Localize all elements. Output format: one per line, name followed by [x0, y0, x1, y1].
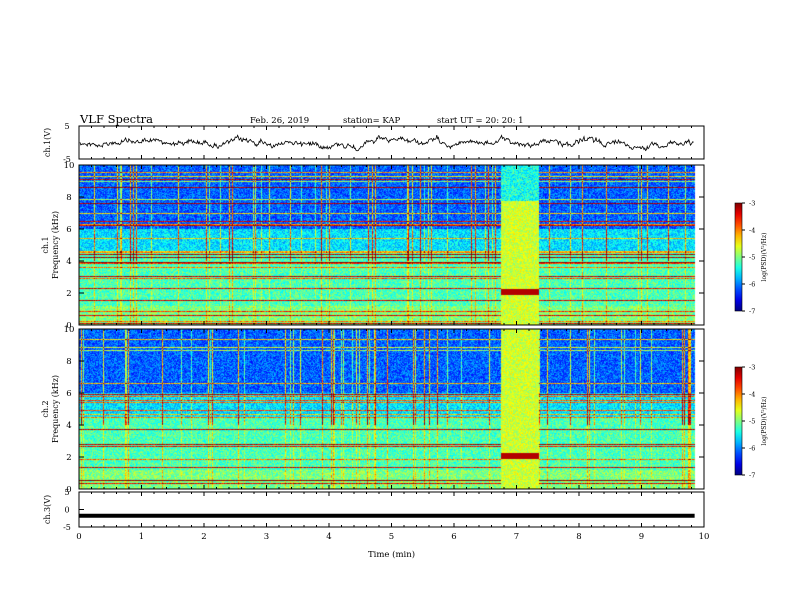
colorbar-tick-label: -3: [749, 200, 755, 208]
x-tick-label: 10: [699, 532, 710, 542]
y-tick-label: 8: [66, 357, 71, 367]
y-tick-label: 6: [66, 389, 71, 399]
colorbar-tick-label: -7: [749, 472, 755, 480]
spectrogram-image: [79, 329, 704, 489]
y-tick-label: 6: [66, 225, 71, 235]
spectrogram-canvas: [79, 165, 704, 325]
ch1-waveform-panel: 5 -5 ch.1(V): [43, 122, 705, 164]
plot-frame: [78, 125, 705, 160]
colorbar-tick-label: -4: [749, 391, 755, 399]
plot-frame: [78, 491, 705, 528]
header: VLF Spectra Feb. 26, 2019 station= KAP s…: [79, 112, 524, 126]
station-label: station= KAP: [343, 116, 401, 126]
y-tick-label: -5: [63, 523, 71, 532]
y-tick-label: 4: [66, 257, 71, 267]
y-axis-label: ch.1(V): [43, 128, 52, 157]
y-tick-label: 10: [64, 325, 75, 335]
colorbar-tick-label: -5: [749, 418, 755, 426]
channel-label: ch.2: [41, 400, 50, 417]
start-time-label: start UT = 20: 20: 1: [437, 116, 524, 126]
colorbar-tick-label: -4: [749, 227, 755, 235]
y-tick-label: 4: [66, 421, 71, 431]
ch1-spectrogram-panel: 0 2 4 6 8 10 ch.1 Frequency (kHz) -3 -4 -5 -6 -7 log(…: [41, 161, 768, 331]
x-tick-label: 1: [139, 532, 144, 542]
y-tick-label: 2: [66, 453, 71, 463]
y-axis-label: ch.3(V): [43, 495, 52, 524]
x-tick-label: 3: [264, 532, 269, 542]
y-tick-label: 0: [66, 321, 71, 331]
y-tick-label: 8: [66, 193, 71, 203]
colorbar-tick-label: -3: [749, 364, 755, 372]
y-tick-label: 5: [64, 488, 69, 497]
x-tick-label: 5: [389, 532, 394, 542]
channel-label: ch.1: [41, 236, 50, 253]
ch1-trace: [79, 134, 694, 152]
y-tick-label: 0: [66, 485, 71, 495]
colorbar-tick-label: -6: [749, 281, 755, 289]
date-label: Feb. 26, 2019: [250, 116, 309, 126]
x-tick-label: 6: [451, 532, 456, 542]
colorbar: [734, 366, 743, 476]
spectrogram-canvas: [79, 329, 704, 489]
x-tick-label: 7: [514, 532, 519, 542]
x-tick-label: 0: [76, 532, 81, 542]
y-tick-label: -5: [63, 155, 71, 164]
colorbar-tick-label: -7: [749, 308, 755, 316]
colorbar-label: log(PSD)(V²/Hz): [761, 233, 768, 282]
spectrogram-image: [79, 165, 704, 325]
x-tick-label: 9: [639, 532, 644, 542]
y-tick-label: 10: [64, 161, 75, 171]
x-tick-label: 4: [326, 532, 331, 542]
y-tick-label: 2: [66, 289, 71, 299]
ch2-spectrogram-panel: 0 2 4 6 8 10 ch.2 Frequency (kHz) -3 -4 -5 -6 -7 log(…: [41, 325, 768, 495]
colorbar: [734, 202, 743, 312]
y-tick-label: 0: [64, 506, 69, 515]
x-tick-label: 8: [576, 532, 581, 542]
x-axis-label: Time (min): [368, 549, 415, 560]
colorbar-tick-label: -5: [749, 254, 755, 262]
x-tick-label: 2: [201, 532, 206, 542]
figure-title: VLF Spectra: [79, 112, 153, 126]
y-axis-label: Frequency (kHz): [51, 211, 60, 279]
colorbar-tick-label: -6: [749, 445, 755, 453]
y-tick-label: 5: [64, 122, 69, 131]
y-axis-label: Frequency (kHz): [51, 375, 60, 443]
colorbar-label: log(PSD)(V²/Hz): [761, 397, 768, 446]
